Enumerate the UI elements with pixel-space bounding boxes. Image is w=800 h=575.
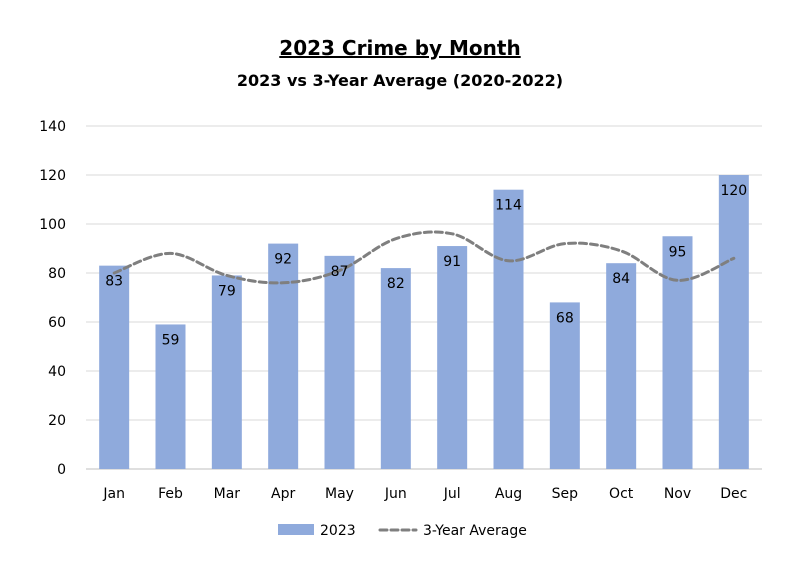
- x-tick-label: Jun: [384, 486, 407, 502]
- x-tick-label: Nov: [664, 486, 691, 502]
- bar: [493, 189, 524, 469]
- x-tick-label: Apr: [271, 486, 295, 502]
- data-label: 68: [556, 310, 574, 326]
- y-tick-label: 0: [57, 462, 66, 478]
- bar: [324, 255, 355, 469]
- legend-label-2023: 2023: [320, 523, 356, 539]
- x-tick-label: Jan: [102, 486, 125, 502]
- x-tick-label: Mar: [214, 486, 241, 502]
- y-tick-label: 40: [48, 364, 66, 380]
- data-label: 87: [331, 264, 349, 280]
- data-label: 59: [162, 332, 180, 348]
- bar: [155, 324, 186, 469]
- x-tick-label: Oct: [609, 486, 634, 502]
- bar: [718, 175, 749, 469]
- y-tick-label: 20: [48, 413, 66, 429]
- y-tick-label: 100: [39, 217, 66, 233]
- x-tick-label: Jul: [443, 486, 461, 502]
- legend-label-average: 3-Year Average: [423, 523, 527, 539]
- chart-subtitle: 2023 vs 3-Year Average (2020-2022): [236, 71, 564, 90]
- chart-title: 2023 Crime by Month: [279, 36, 521, 60]
- data-label: 120: [720, 183, 747, 199]
- data-label: 84: [612, 271, 630, 287]
- y-tick-label: 80: [48, 266, 66, 282]
- data-label: 95: [669, 244, 687, 260]
- data-label: 82: [387, 276, 405, 292]
- y-tick-label: 60: [48, 315, 66, 331]
- x-tick-label: Dec: [720, 486, 747, 502]
- x-tick-label: Aug: [495, 486, 522, 502]
- y-tick-label: 120: [39, 168, 66, 184]
- bar: [268, 243, 299, 469]
- data-label: 114: [495, 198, 522, 214]
- bar: [662, 236, 693, 469]
- data-label: 83: [105, 274, 123, 290]
- data-label: 79: [218, 283, 236, 299]
- x-tick-label: Feb: [158, 486, 183, 502]
- x-tick-label: May: [325, 486, 354, 502]
- bar: [437, 246, 468, 469]
- x-tick-label: Sep: [552, 486, 579, 502]
- bar: [99, 265, 130, 469]
- data-label: 92: [274, 252, 292, 268]
- legend-swatch-2023: [278, 524, 314, 535]
- bar: [606, 263, 637, 469]
- bar: [380, 268, 411, 469]
- average-line: [112, 230, 736, 285]
- data-label: 91: [443, 254, 461, 270]
- y-tick-label: 140: [39, 119, 66, 135]
- bar: [211, 275, 242, 469]
- bar: [549, 302, 580, 469]
